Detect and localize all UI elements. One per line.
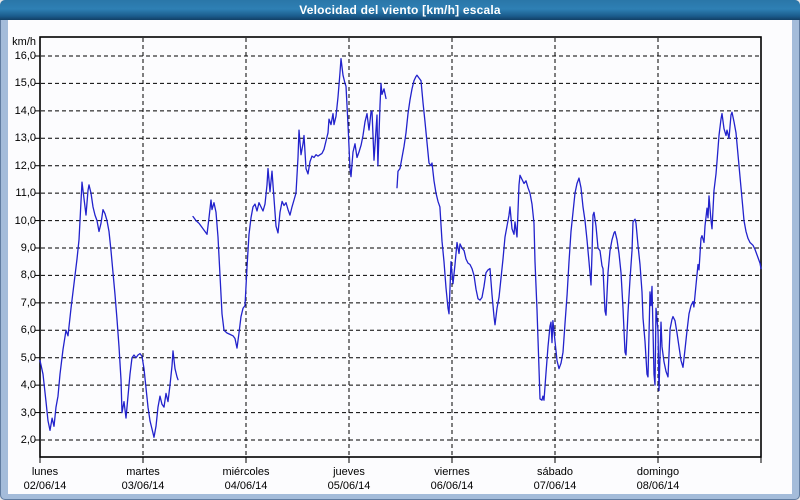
- y-tick-label: 13,0: [14, 132, 36, 144]
- y-tick-label: 4,0: [20, 379, 36, 391]
- y-tick-label: 8,0: [20, 269, 36, 281]
- x-axis-day-label: martes: [126, 466, 160, 478]
- x-axis-day-label: lunes: [31, 466, 59, 478]
- y-tick-label: 3,0: [20, 407, 36, 419]
- y-tick-label: 7,0: [20, 297, 36, 309]
- y-tick-label: 11,0: [15, 187, 36, 199]
- y-tick-label: 16,0: [14, 50, 36, 62]
- x-axis-day-label: jueves: [333, 466, 365, 478]
- window-titlebar[interactable]: Velocidad del viento [km/h] escala: [0, 0, 800, 20]
- y-axis-unit-label: km/h: [12, 36, 36, 48]
- window-title: Velocidad del viento [km/h] escala: [299, 3, 501, 17]
- x-axis-day-label: domingo: [636, 466, 680, 478]
- x-axis-date-label: 05/06/14: [327, 480, 371, 492]
- y-tick-label: 10,0: [14, 215, 36, 227]
- y-tick-label: 12,0: [14, 160, 36, 172]
- y-tick-label: 5,0: [20, 352, 36, 364]
- x-axis-date-label: 02/06/14: [23, 480, 67, 492]
- wind-speed-line-chart: [35, 36, 762, 463]
- wind-speed-series-line: [39, 181, 179, 438]
- plot-border: [39, 36, 762, 458]
- x-axis-date-label: 03/06/14: [121, 480, 165, 492]
- wind-speed-series-line: [396, 74, 762, 401]
- y-tick-label: 15,0: [14, 77, 36, 89]
- x-axis-date-label: 08/06/14: [636, 480, 680, 492]
- x-axis-day-label: sábado: [536, 466, 574, 478]
- y-tick-label: 9,0: [20, 242, 36, 254]
- x-axis-day-label: viernes: [434, 466, 470, 478]
- x-axis-date-label: 06/06/14: [430, 480, 474, 492]
- y-tick-label: 14,0: [14, 105, 36, 117]
- x-axis-day-label: miércoles: [222, 466, 270, 478]
- y-tick-label: 6,0: [20, 324, 36, 336]
- wind-speed-series-line: [192, 58, 387, 349]
- x-axis-date-label: 07/06/14: [533, 480, 577, 492]
- x-axis-date-label: 04/06/14: [224, 480, 268, 492]
- y-tick-label: 2,0: [20, 434, 36, 446]
- chart-area: 16,0 15,0 14,0 13,0 12,0 11,0 10,0 9,0 8,0 7,0 6,0…: [8, 20, 792, 494]
